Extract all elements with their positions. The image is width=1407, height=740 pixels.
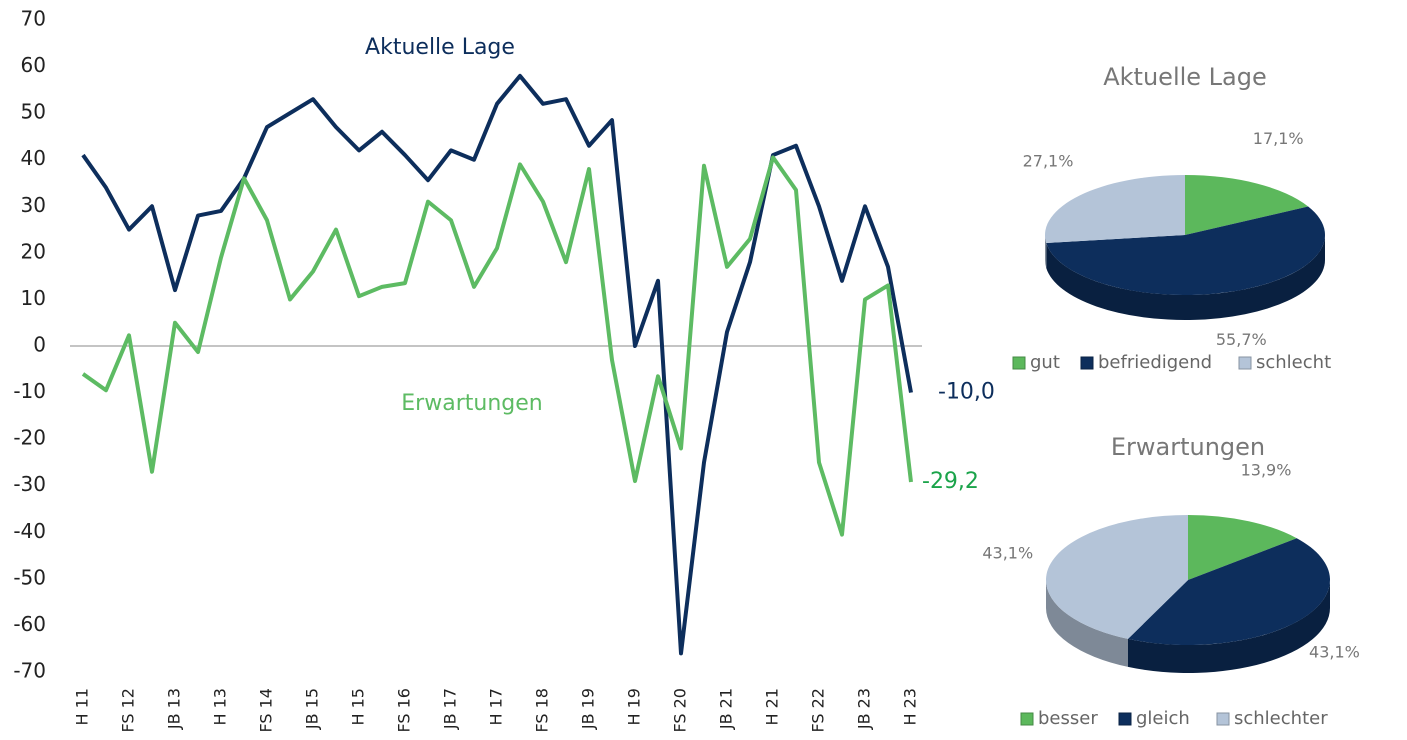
x-tick-label: H 23 [901, 688, 920, 725]
x-tick-label: FS 12 [119, 688, 138, 733]
y-tick-label: 10 [21, 286, 46, 310]
pie-title: Aktuelle Lage [1103, 63, 1267, 91]
pie-slice [1127, 538, 1330, 646]
y-tick-label: 60 [21, 53, 46, 77]
line-series [81, 155, 913, 537]
pie-slice [1188, 515, 1297, 580]
pie-value-label: 17,1% [1253, 129, 1304, 148]
x-tick-label: JB 21 [717, 688, 736, 730]
series-label: Aktuelle Lage [365, 35, 515, 60]
legend-label: gleich [1136, 708, 1190, 729]
x-tick-label: JB 17 [441, 688, 460, 730]
x-tick-label: FS 20 [671, 688, 690, 733]
legend-swatch [1216, 712, 1230, 726]
x-tick-label: JB 13 [165, 688, 184, 730]
pie-value-label: 43,1% [1309, 643, 1360, 662]
pie-value-label: 55,7% [1216, 330, 1267, 349]
y-tick-label: 20 [21, 239, 46, 263]
y-tick-label: 70 [21, 7, 46, 31]
y-tick-label: -30 [13, 472, 46, 496]
value-label: -10,0 [938, 380, 995, 405]
y-tick-label: -70 [13, 659, 46, 683]
pie-slice [1045, 175, 1185, 243]
y-tick-label: -10 [13, 379, 46, 403]
line-series [81, 73, 913, 656]
legend-swatch [1238, 356, 1252, 370]
legend-label: besser [1038, 708, 1098, 729]
y-tick-label: -20 [13, 426, 46, 450]
x-tick-label: H 21 [763, 688, 782, 725]
pie-side [1046, 235, 1325, 321]
x-tick-label: JB 19 [579, 688, 598, 730]
x-tick-label: JB 23 [855, 688, 874, 730]
x-tick-label: FS 14 [257, 688, 276, 733]
pie-side [1127, 580, 1330, 673]
pie-side [1046, 580, 1128, 667]
legend-swatch [1080, 356, 1094, 370]
pie-value-label: 27,1% [1023, 151, 1074, 170]
legend-label: befriedigend [1098, 352, 1212, 373]
pie-slice [1046, 206, 1325, 296]
legend-swatch [1020, 712, 1034, 726]
y-tick-label: -40 [13, 519, 46, 543]
legend-label: schlechter [1234, 708, 1328, 729]
x-tick-label: FS 16 [395, 688, 414, 733]
pie-title: Erwartungen [1111, 433, 1265, 461]
x-tick-label: H 17 [487, 688, 506, 725]
x-tick-label: FS 22 [809, 688, 828, 733]
pie-slice [1045, 515, 1188, 639]
pie-side [1045, 235, 1047, 268]
legend-label: gut [1030, 352, 1060, 373]
value-label: -29,2 [922, 469, 979, 494]
y-tick-label: -50 [13, 565, 46, 589]
legend-swatch [1012, 356, 1026, 370]
series-label: Erwartungen [401, 391, 542, 416]
y-tick-label: -60 [13, 612, 46, 636]
x-tick-label: H 15 [349, 688, 368, 725]
legend-label: schlecht [1256, 352, 1331, 373]
y-tick-label: 50 [21, 100, 46, 124]
y-tick-label: 30 [21, 193, 46, 217]
x-tick-label: H 13 [211, 688, 230, 725]
y-tick-label: 40 [21, 146, 46, 170]
y-tick-label: 0 [33, 333, 46, 357]
pie-slice [1185, 175, 1309, 235]
x-tick-label: JB 15 [303, 688, 322, 730]
x-tick-label: FS 18 [533, 688, 552, 733]
x-tick-label: H 19 [625, 688, 644, 725]
pie-value-label: 13,9% [1241, 461, 1292, 480]
x-tick-label: H 11 [73, 688, 92, 725]
pie-value-label: 43,1% [982, 543, 1033, 562]
legend-swatch [1118, 712, 1132, 726]
